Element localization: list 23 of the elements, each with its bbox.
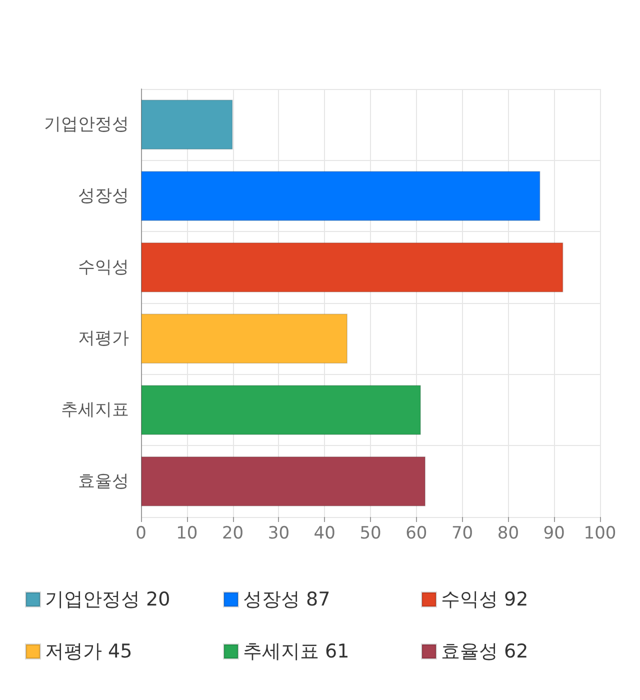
legend-label: 성장성 87 [243, 588, 330, 610]
y-tick-label: 저평가 [78, 328, 129, 349]
legend-label: 기업안정성 20 [45, 588, 170, 610]
legend-label: 저평가 45 [45, 640, 132, 662]
legend-label: 추세지표 61 [243, 640, 350, 662]
legend-label: 수익성 92 [441, 588, 528, 610]
x-tick-label: 80 [497, 524, 520, 544]
y-tick-label: 추세지표 [61, 400, 129, 420]
x-tick-label: 20 [222, 524, 244, 544]
x-tick-label: 60 [406, 524, 428, 544]
x-tick-label: 70 [451, 524, 474, 544]
x-tick-label: 0 [136, 524, 146, 544]
x-tick-label: 40 [314, 524, 336, 544]
legend-label: 효율성 62 [441, 640, 528, 662]
y-tick-label: 기업안정성 [44, 114, 129, 135]
x-tick-label: 30 [268, 524, 290, 544]
x-tick-label: 90 [543, 524, 565, 544]
x-tick-label: 10 [176, 524, 198, 544]
y-tick-label: 수익성 [78, 257, 129, 278]
y-tick-label: 효율성 [78, 471, 129, 492]
x-tick-label: 100 [584, 524, 616, 544]
x-tick-label: 50 [360, 524, 382, 544]
y-tick-label: 성장성 [78, 186, 129, 206]
